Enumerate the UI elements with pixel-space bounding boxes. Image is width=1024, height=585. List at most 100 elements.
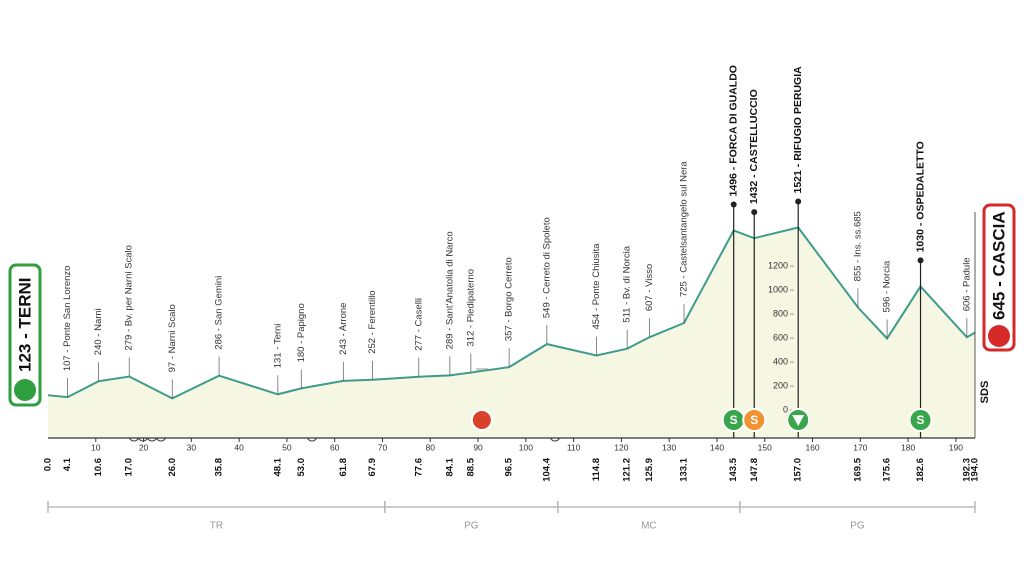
km-label: 0.0 xyxy=(43,458,54,471)
x-tick-label: 100 xyxy=(519,442,533,452)
waypoint-label: 1030 - OSPEDALETTO xyxy=(914,141,926,252)
waypoint-label: 511 - Bv. di Norcia xyxy=(622,245,633,322)
icon-label: S xyxy=(750,413,758,427)
waypoint-label: 277 - Caselli xyxy=(413,298,424,351)
km-label: 192.3 xyxy=(961,458,972,482)
x-tick-label: 160 xyxy=(805,442,819,452)
finish-label: 645 - CASCIA xyxy=(989,211,1008,320)
x-tick-label: 150 xyxy=(758,442,772,452)
waypoint-label: 1496 - FORCA DI GUALDO xyxy=(727,65,739,196)
y-tick-label: 800 xyxy=(773,308,788,318)
x-tick-label: 50 xyxy=(282,442,292,452)
x-tick-label: 80 xyxy=(426,442,436,452)
icon-label: S xyxy=(917,413,925,427)
km-label: 35.8 xyxy=(214,458,225,477)
start-label: 123 - TERNI xyxy=(15,278,34,372)
y-tick-label: 400 xyxy=(773,356,788,366)
icon xyxy=(742,408,767,432)
kom-icon xyxy=(792,415,805,426)
waypoint-label: 1432 - CASTELLUCCIO xyxy=(748,89,760,204)
waypoint-label: 289 - Sant'Anatolia di Narco xyxy=(444,231,455,349)
region-label: PG xyxy=(850,521,865,532)
waypoint-label: 107 - Ponte San Lorenzo xyxy=(62,266,73,372)
x-tick-label: 190 xyxy=(949,442,963,452)
waypoint-label: 312 - Piedipaterno xyxy=(465,269,476,347)
km-label: 133.1 xyxy=(679,457,690,481)
waypoint-label: 607 - Visso xyxy=(644,264,655,311)
km-label: 125.9 xyxy=(644,458,655,482)
finish-box xyxy=(982,203,1016,352)
waypoint-label: 97 - Narni Scalo xyxy=(167,304,178,372)
start-badge: 123 - TERNI xyxy=(8,263,42,407)
waypoint-label: 243 - Arrone xyxy=(338,303,349,355)
y-tick-label: 1200 xyxy=(768,260,788,270)
waypoint-label: 131 - Terni xyxy=(272,324,283,369)
km-label: 194.0 xyxy=(970,458,981,482)
km-label: 10.6 xyxy=(93,458,104,477)
waypoint-label: 252 - Ferentillo xyxy=(367,290,378,353)
waypoint-label: 180 - Papigno xyxy=(296,303,307,362)
x-tick-label: 30 xyxy=(187,442,197,452)
y-tick-label: 200 xyxy=(773,380,788,390)
km-label: 77.6 xyxy=(413,458,424,477)
summit-dot xyxy=(917,257,924,264)
region-label: TR xyxy=(210,521,223,532)
waypoint-label: 1521 - RIFUGIO PERUGIA xyxy=(792,66,804,194)
finish-badge: 645 - CASCIA xyxy=(982,203,1016,352)
km-label: 147.8 xyxy=(749,458,760,482)
profile-area xyxy=(48,227,975,438)
x-tick-label: 140 xyxy=(710,442,724,452)
waypoint-label: 855 - Ins. ss.685 xyxy=(852,211,863,281)
km-label: 104.4 xyxy=(541,457,552,481)
summit-dot xyxy=(751,209,758,216)
x-tick-label: 110 xyxy=(567,442,581,452)
km-label: 4.1 xyxy=(62,457,73,471)
icon xyxy=(908,408,933,432)
start-icon xyxy=(14,379,36,401)
km-label: 96.5 xyxy=(504,457,515,476)
feed-icon xyxy=(470,409,493,431)
x-tick-label: 70 xyxy=(378,442,388,452)
y-tick-label: 0 xyxy=(783,404,788,414)
km-label: 114.8 xyxy=(591,458,602,481)
finish-icon xyxy=(988,325,1010,347)
km-label: 61.8 xyxy=(338,458,349,477)
x-tick-label: 130 xyxy=(662,442,676,452)
waypoint-label: 454 - Ponte Chiusita xyxy=(591,243,602,330)
y-tick-label: 1000 xyxy=(768,284,788,294)
km-label: 53.0 xyxy=(296,458,307,477)
waypoint-label: 549 - Cerreto di Spoleto xyxy=(541,217,552,318)
km-label: 84.1 xyxy=(444,457,455,476)
km-label: 48.1 xyxy=(272,457,283,476)
x-tick-label: 40 xyxy=(234,442,244,452)
x-tick-label: 90 xyxy=(473,442,483,452)
km-label: 26.0 xyxy=(167,458,178,477)
x-tick-label: 170 xyxy=(853,442,867,452)
km-label: 175.6 xyxy=(882,458,893,482)
waypoint-label: 725 - Castelsantangelo sul Nera xyxy=(679,161,690,297)
km-label: 169.5 xyxy=(852,457,863,481)
km-label: 88.5 xyxy=(465,457,476,476)
waypoint-label: 606 - Padule xyxy=(961,257,972,311)
waypoint-label: 279 - Bv. per Narni Scalo xyxy=(124,245,135,350)
region-label: PG xyxy=(464,521,479,532)
waypoint-label: 240 - Narni xyxy=(93,308,104,355)
logo: SDS xyxy=(979,381,991,404)
km-label: 67.9 xyxy=(367,458,378,477)
x-tick-label: 10 xyxy=(91,442,101,452)
km-label: 157.0 xyxy=(793,458,804,482)
summit-dot xyxy=(795,198,802,205)
y-tick-label: 600 xyxy=(773,332,788,342)
waypoint-label: 596 - Norcia xyxy=(882,260,893,312)
start-box xyxy=(8,263,42,407)
waypoint-label: 357 - Borgo Cerreto xyxy=(504,257,515,341)
summit-dot xyxy=(730,201,737,208)
km-label: 17.0 xyxy=(124,458,135,477)
km-label: 143.5 xyxy=(728,457,739,481)
x-tick-label: 120 xyxy=(614,442,628,452)
km-label: 121.2 xyxy=(622,458,633,482)
x-tick-label: 180 xyxy=(901,442,915,452)
icon-label: S xyxy=(730,413,738,427)
x-tick-label: 60 xyxy=(330,442,340,452)
